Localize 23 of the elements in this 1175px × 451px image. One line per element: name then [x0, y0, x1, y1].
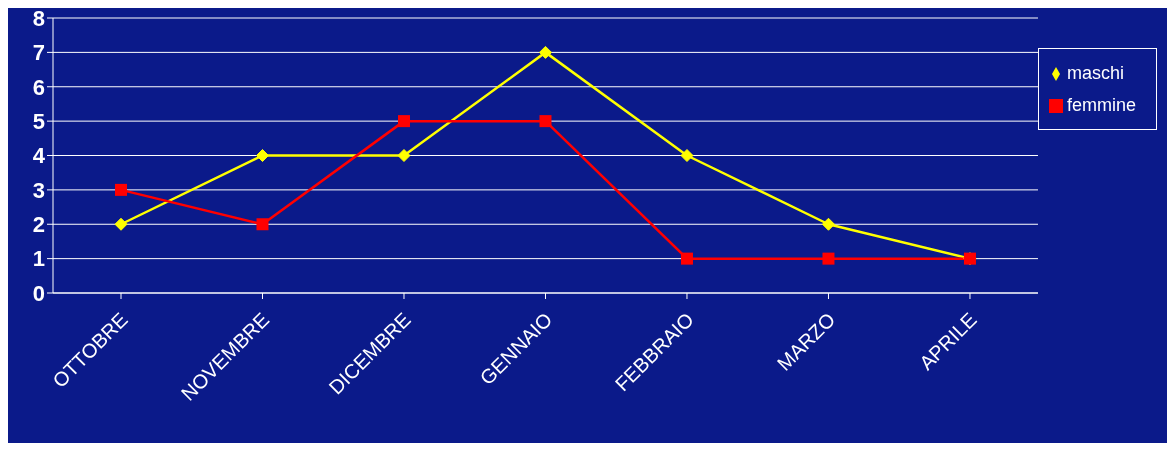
- y-tick-label: 0: [32, 280, 45, 306]
- y-tick-label: 5: [32, 108, 45, 134]
- point: [115, 183, 127, 196]
- point: [256, 218, 269, 231]
- y-tick-label: 1: [32, 246, 45, 272]
- y-tick-label: 3: [32, 177, 45, 203]
- y-tick-label: 7: [32, 40, 45, 66]
- legend-label: maschi: [1066, 63, 1124, 83]
- point: [539, 115, 552, 128]
- point: [821, 217, 835, 231]
- point: [397, 149, 411, 162]
- legend-label: femmine: [1066, 95, 1136, 115]
- point: [397, 115, 410, 128]
- y-tick-label: 4: [32, 143, 46, 169]
- point: [255, 149, 269, 162]
- point: [538, 45, 552, 59]
- y-tick-label: 6: [32, 74, 45, 100]
- y-tick-label: 8: [32, 5, 45, 31]
- point: [680, 252, 693, 265]
- y-tick-label: 2: [32, 212, 45, 238]
- point: [680, 149, 694, 162]
- point: [822, 252, 835, 265]
- point: [114, 217, 128, 231]
